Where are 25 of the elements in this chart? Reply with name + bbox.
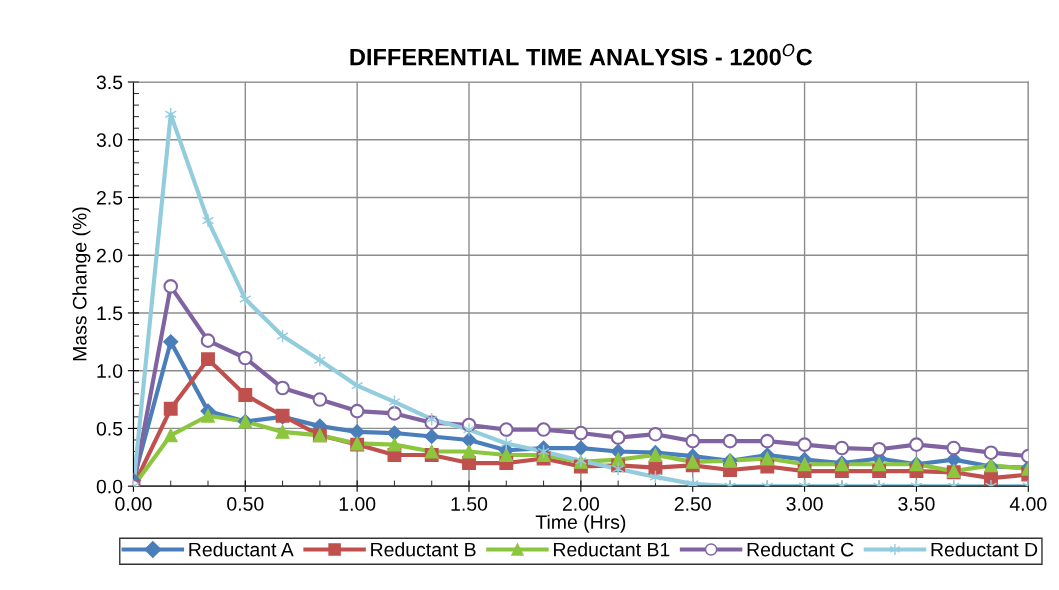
y-tick-label: 2.5 bbox=[96, 190, 123, 205]
legend-label: Reductant D bbox=[931, 542, 1038, 557]
x-tick-label: 2.50 bbox=[674, 497, 711, 511]
x-tick-label: 1.50 bbox=[451, 497, 488, 511]
x-tick-label: 3.50 bbox=[898, 497, 935, 511]
legend-label: Reductant B1 bbox=[554, 542, 670, 557]
y-tick-label: 3.5 bbox=[96, 75, 123, 90]
y-tick-label: 0.5 bbox=[96, 421, 123, 436]
y-tick-label: 2.0 bbox=[96, 248, 123, 263]
legend-label: Reductant B bbox=[371, 542, 476, 557]
y-tick-label: 3.0 bbox=[96, 133, 123, 147]
x-tick-label: 4.00 bbox=[1009, 497, 1047, 511]
chart-title: DIFFERENTIAL TIME ANALYSIS - 1200$^{O}$C bbox=[350, 43, 813, 66]
x-axis-title: Time (Hrs) bbox=[535, 514, 626, 533]
legend-label: Reductant C bbox=[747, 542, 854, 557]
x-tick-label: 2.00 bbox=[562, 497, 600, 511]
y-tick-label: 0.0 bbox=[96, 479, 123, 494]
y-axis-title: Mass Change (%) bbox=[72, 207, 91, 361]
x-tick-label: 0.50 bbox=[227, 497, 264, 511]
x-tick-label: 1.00 bbox=[339, 497, 376, 511]
x-tick-label: 0.00 bbox=[115, 497, 152, 511]
y-tick-label: 1.5 bbox=[97, 306, 123, 321]
y-tick-label: 1.0 bbox=[97, 364, 123, 378]
x-tick-label: 3.00 bbox=[786, 497, 823, 511]
legend-label: Reductant A bbox=[189, 542, 294, 557]
